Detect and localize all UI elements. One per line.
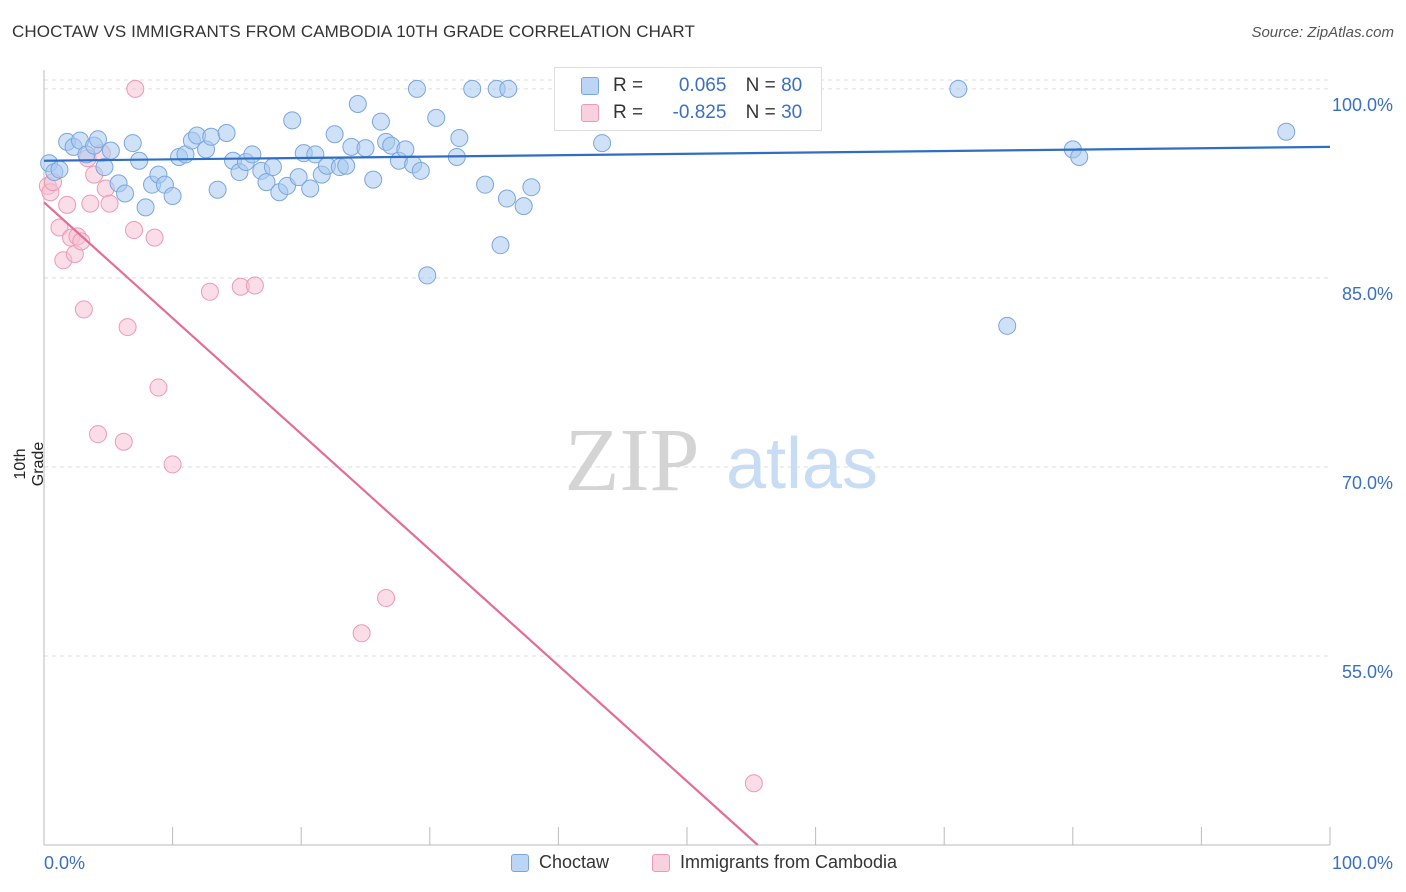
cambodia-point — [58, 195, 77, 214]
choctaw-point — [163, 187, 182, 206]
cambodia-point — [145, 228, 164, 247]
choctaw-point — [243, 145, 262, 164]
choctaw-point — [348, 95, 367, 114]
y-tick-labels: 55.0% 70.0% 85.0% 100.0% — [1332, 95, 1393, 682]
choctaw-point — [283, 111, 302, 130]
choctaw-point — [450, 129, 469, 148]
y-tick-label: 85.0% — [1342, 284, 1393, 304]
choctaw-point — [427, 108, 446, 127]
cambodia-point — [118, 318, 137, 337]
y-tick-label: 55.0% — [1342, 662, 1393, 682]
cambodia-point — [245, 276, 264, 295]
cambodia-point — [352, 624, 371, 643]
watermark-zip: ZIP — [565, 411, 700, 510]
legend-swatch-cambodia — [581, 104, 599, 122]
chart-title: CHOCTAW VS IMMIGRANTS FROM CAMBODIA 10TH… — [12, 22, 695, 41]
cambodia-point — [200, 282, 219, 301]
choctaw-point — [514, 197, 533, 216]
choctaw-point — [463, 79, 482, 98]
choctaw-point — [1277, 122, 1296, 141]
cambodia-point — [126, 79, 145, 98]
watermark-atlas: atlas — [726, 424, 878, 504]
axes — [43, 70, 1331, 846]
choctaw-point — [411, 161, 430, 180]
choctaw-point — [337, 156, 356, 175]
legend-item-choctaw[interactable]: Choctaw — [511, 852, 609, 873]
choctaw-point — [497, 189, 516, 208]
cambodia-point — [744, 774, 763, 793]
choctaw-point — [593, 134, 612, 153]
x-tick-label: 100.0% — [1332, 853, 1393, 873]
choctaw-point — [499, 79, 518, 98]
choctaw-point — [491, 236, 510, 255]
choctaw-point — [1070, 147, 1089, 166]
series-legend: Choctaw Immigrants from Cambodia — [0, 852, 1406, 876]
legend-r-label: R = — [613, 102, 644, 123]
legend-item-cambodia[interactable]: Immigrants from Cambodia — [652, 852, 897, 873]
legend-r-label: R = — [613, 75, 644, 96]
choctaw-point — [998, 316, 1017, 335]
choctaw-point — [136, 198, 155, 217]
legend-label-cambodia: Immigrants from Cambodia — [680, 852, 898, 872]
y-tick-label: 70.0% — [1342, 473, 1393, 493]
cambodia-point — [72, 232, 91, 251]
choctaw-point — [257, 173, 276, 192]
cambodia-point — [89, 425, 108, 444]
trend-lines — [43, 145, 1331, 846]
choctaw-point — [364, 170, 383, 189]
choctaw-point — [116, 184, 135, 203]
choctaw-point — [949, 79, 968, 98]
legend-label-choctaw: Choctaw — [539, 852, 610, 872]
x-tick-labels: 0.0% 100.0% — [44, 853, 1393, 873]
legend-n-label: N = — [745, 102, 776, 123]
cambodia-point — [50, 218, 69, 237]
legend-swatch-cambodia — [652, 853, 670, 872]
legend-swatch-choctaw — [511, 853, 529, 872]
cambodia-point — [377, 589, 396, 608]
choctaw-point — [476, 175, 495, 194]
cambodia-point — [81, 194, 100, 213]
choctaw-point — [289, 168, 308, 187]
cambodia-point — [74, 300, 93, 319]
y-axis-label: 10th Grade — [12, 441, 47, 487]
choctaw-point — [418, 266, 437, 285]
choctaw-point — [202, 127, 221, 146]
choctaw-point — [208, 180, 227, 199]
cambodia-trend-line — [43, 201, 759, 846]
legend-swatch-choctaw — [581, 77, 599, 95]
choctaw-point — [95, 158, 114, 177]
choctaw-trend-line — [43, 145, 1331, 162]
stats-legend: R = 0.065 N = 80 R = -0.825 N = 30 — [554, 67, 822, 131]
choctaw-point — [522, 178, 541, 197]
cambodia-point — [149, 378, 168, 397]
legend-r-value: 0.065 — [678, 75, 727, 96]
legend-r-value: -0.825 — [672, 102, 727, 123]
choctaw-point — [356, 139, 375, 158]
choctaw-point — [371, 112, 390, 131]
choctaw-point — [263, 158, 282, 177]
choctaw-point — [217, 124, 236, 143]
choctaw-point — [89, 130, 108, 149]
choctaw-point — [301, 179, 320, 198]
legend-n-value: 80 — [781, 75, 803, 96]
choctaw-point — [123, 134, 142, 153]
choctaw-point — [101, 141, 120, 160]
series-choctaw-points — [40, 79, 1296, 335]
legend-n-label: N = — [745, 75, 776, 96]
cambodia-point — [114, 432, 133, 451]
choctaw-point — [407, 79, 426, 98]
x-tick-label: 0.0% — [44, 853, 85, 873]
choctaw-point — [325, 125, 344, 144]
cambodia-point — [100, 194, 119, 213]
choctaw-point — [396, 140, 415, 159]
y-tick-label: 100.0% — [1332, 95, 1393, 115]
source-credit: Source: ZipAtlas.com — [1251, 24, 1394, 41]
cambodia-point — [163, 455, 182, 474]
legend-n-value: 30 — [781, 102, 803, 123]
choctaw-point — [50, 160, 69, 179]
cambodia-point — [125, 221, 144, 240]
